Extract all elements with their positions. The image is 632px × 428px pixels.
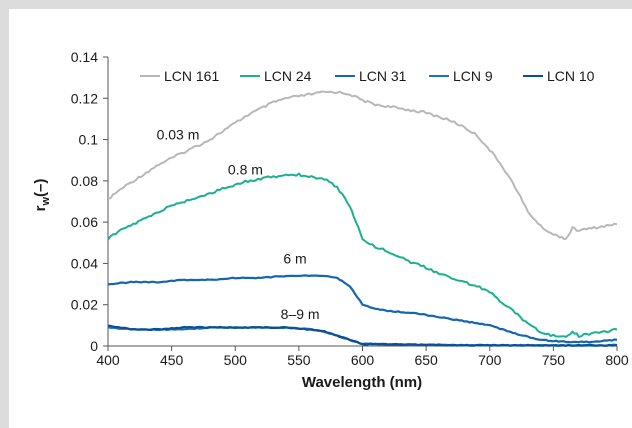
legend-label: LCN 31: [359, 68, 407, 84]
x-axis-label: Wavelength (nm): [302, 374, 422, 391]
y-tick-label: 0.12: [71, 90, 98, 106]
annotations: 0.03 m 0.8 m 6 m 8–9 m: [157, 127, 320, 323]
x-tick-label: 550: [287, 352, 311, 368]
y-tick-label: 0: [90, 338, 98, 354]
depth-annotation-3: 6 m: [283, 250, 306, 266]
y-tick-label: 0.1: [79, 132, 99, 148]
depth-annotation-2: 0.8 m: [228, 162, 263, 178]
y-tick-label: 0.14: [71, 49, 98, 65]
depth-annotation-1: 0.03 m: [157, 127, 200, 143]
depth-annotation-4: 8–9 m: [281, 306, 320, 322]
y-axis-label-sub: w: [40, 197, 52, 207]
series-line-3: [107, 274, 618, 344]
x-tick-label: 650: [414, 352, 438, 368]
y-tick-label: 0.08: [71, 173, 98, 189]
legend-label: LCN 9: [453, 68, 493, 84]
series-line-1: [107, 90, 618, 241]
series-lines: [107, 90, 618, 347]
series-line-5: [107, 324, 618, 347]
y-axis-label: rw(–): [32, 179, 52, 212]
x-tick-label: 600: [351, 352, 375, 368]
legend-label: LCN 10: [547, 68, 595, 84]
y-tick-label: 0.06: [71, 214, 98, 230]
series-line-4: [107, 325, 618, 347]
y-axis-label-main: r: [32, 205, 49, 211]
legend-label: LCN 161: [164, 68, 219, 84]
y-tick-label: 0.02: [71, 297, 98, 313]
y-tick-label: 0.04: [71, 255, 98, 271]
x-tick-label: 400: [96, 352, 120, 368]
legend: LCN 161 LCN 24 LCN 31 LCN 9 LCN 10: [140, 68, 595, 84]
x-tick-label: 500: [224, 352, 248, 368]
x-tick-label: 750: [542, 352, 566, 368]
axes: 400 450 500 550 600 650 700 750 800 0 0.02 0.04 0.06…: [71, 49, 629, 368]
y-axis-label-rest: (–): [32, 179, 49, 197]
legend-label: LCN 24: [264, 68, 312, 84]
series-line-2: [107, 172, 618, 338]
x-tick-label: 700: [478, 352, 502, 368]
x-tick-label: 450: [160, 352, 184, 368]
x-tick-label: 800: [605, 352, 629, 368]
